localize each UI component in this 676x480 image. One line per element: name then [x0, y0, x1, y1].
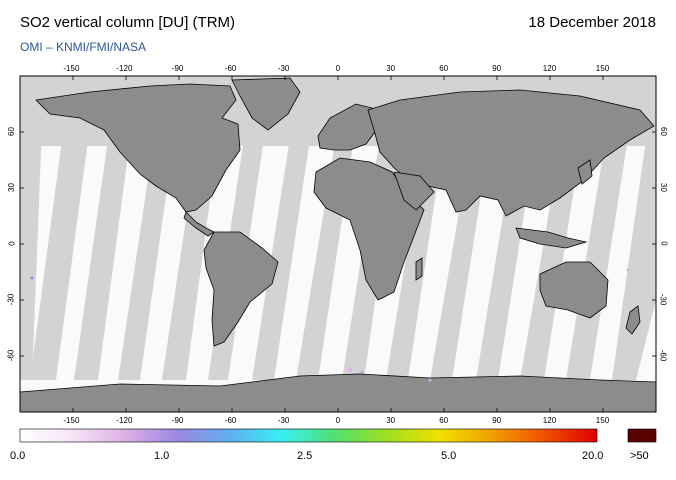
lon-tick-label: -30: [277, 416, 290, 425]
colorbar-label-2: 2.5: [297, 450, 313, 462]
lat-tick-label: -60: [6, 349, 16, 362]
lon-tick-label: 90: [492, 416, 502, 425]
lat-tick-label: 0: [7, 241, 17, 246]
lon-tick-label: -120: [116, 416, 133, 425]
colorbar-label-3: 5.0: [441, 450, 457, 462]
lat-tick-label: 30: [7, 183, 17, 192]
lat-tick-label: 60: [659, 127, 669, 136]
lat-tick-label: -60: [658, 349, 668, 362]
colorbar: [19, 428, 598, 443]
lon-tick-label: -60: [224, 416, 237, 425]
lon-tick-label: 30: [386, 416, 396, 425]
lon-tick-label: 0: [335, 416, 341, 425]
so2-specks: [30, 268, 630, 382]
lon-tick-label: -30: [277, 64, 290, 73]
lon-tick-label: -150: [63, 64, 80, 73]
lon-tick-label: -120: [116, 64, 133, 73]
lat-tick-label: -30: [6, 293, 16, 306]
lon-tick-label: 120: [542, 416, 557, 425]
data-credit: OMI – KNMI/FMI/NASA: [20, 40, 147, 54]
lon-tick-label: 120: [542, 64, 557, 73]
lat-tick-label: 0: [659, 241, 669, 246]
map-date: 18 December 2018: [528, 14, 656, 31]
map-title: SO2 vertical column [DU] (TRM): [20, 14, 236, 31]
lon-tick-label: -90: [171, 64, 184, 73]
lon-tick-label: -90: [171, 416, 184, 425]
lat-tick-label: 30: [659, 183, 669, 192]
lon-tick-label: 30: [386, 64, 396, 73]
lon-tick-label: 60: [439, 64, 449, 73]
land-masses: [20, 77, 656, 412]
colorbar-overflow-label: >50: [630, 450, 649, 462]
colorbar-label-1: 1.0: [154, 450, 170, 462]
lat-tick-label: 60: [7, 127, 17, 136]
axis-ticks: [20, 76, 656, 412]
lon-tick-label: 90: [492, 64, 502, 73]
colorbar-label-4: 20.0: [582, 450, 604, 462]
lat-tick-label: -30: [658, 293, 668, 306]
lon-tick-label: 0: [335, 64, 341, 73]
lon-tick-label: 150: [595, 64, 610, 73]
colorbar-label-0: 0.0: [10, 450, 26, 462]
lon-tick-label: 60: [439, 416, 449, 425]
lon-tick-label: 150: [595, 416, 610, 425]
lon-tick-label: -150: [63, 416, 80, 425]
lon-tick-label: -60: [224, 64, 237, 73]
colorbar-overflow: [627, 428, 657, 443]
